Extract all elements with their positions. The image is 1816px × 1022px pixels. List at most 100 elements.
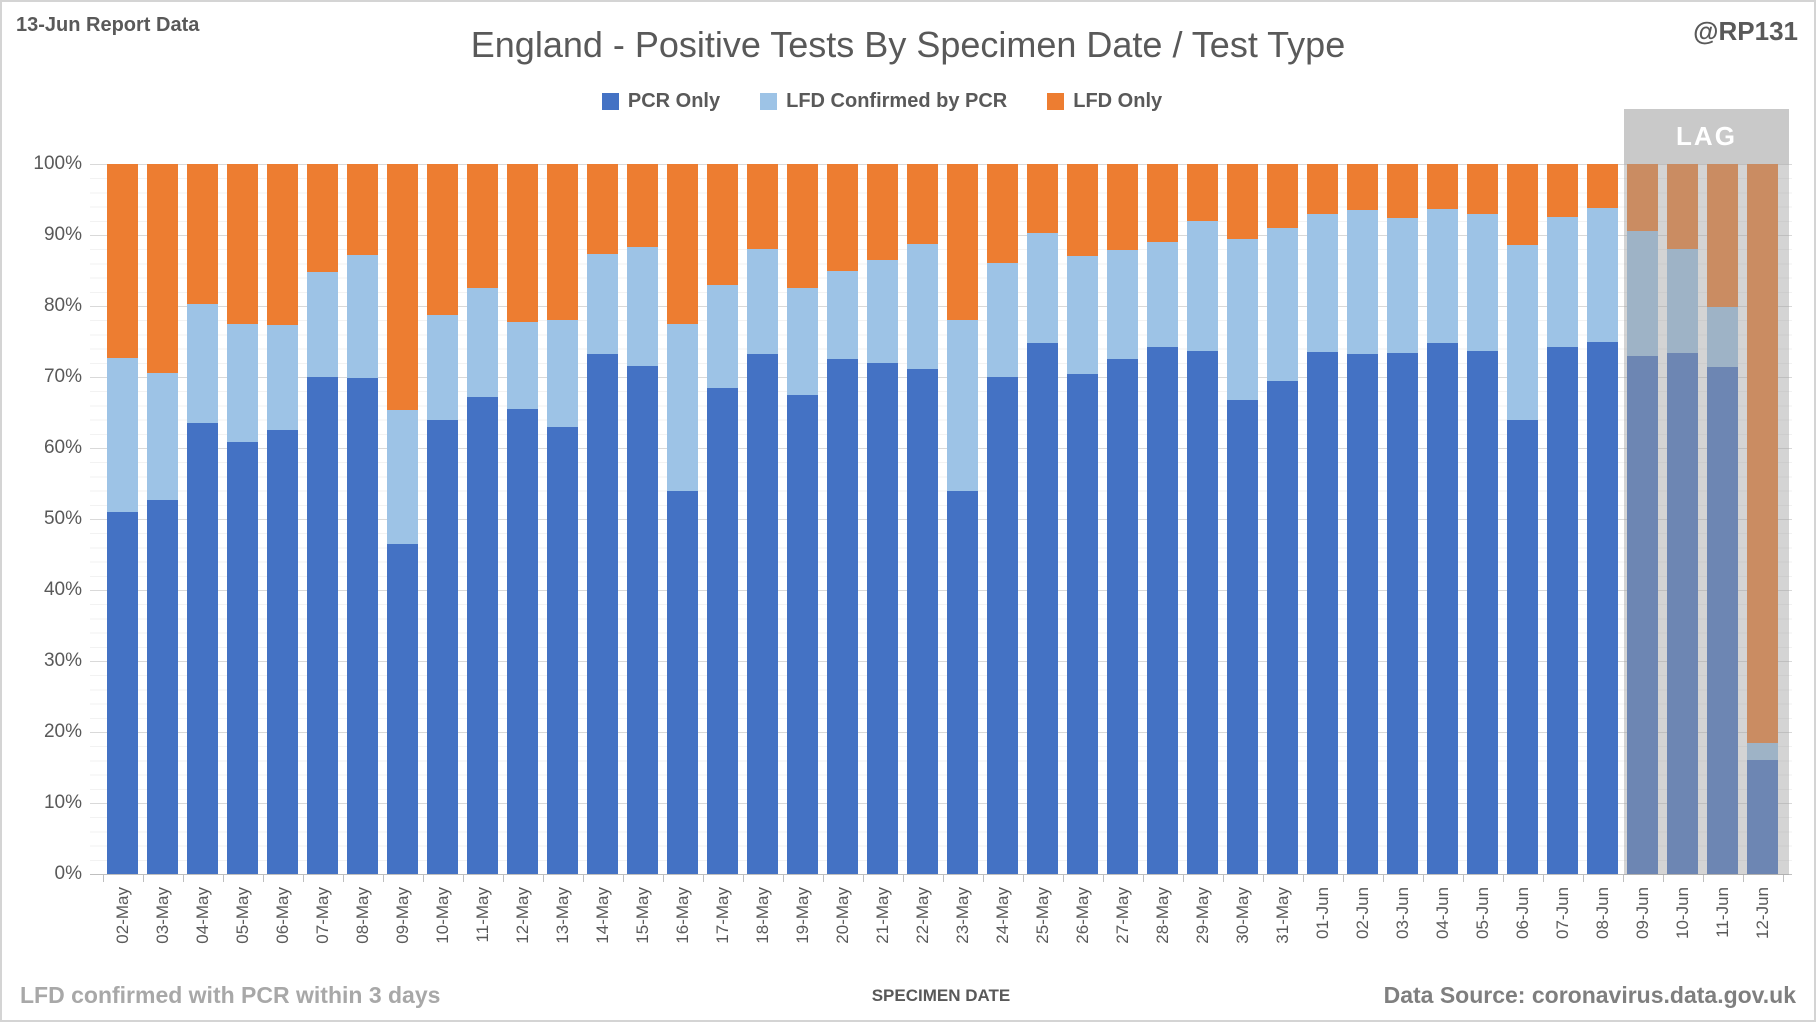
bar-segment-13-May-lfd-confirmed-by-pcr: [547, 320, 578, 427]
x-axis-tick: [662, 875, 664, 882]
bar-segment-05-May-lfd-only: [227, 163, 258, 324]
x-axis-tick: [1022, 875, 1024, 882]
y-axis-label-20: 20%: [43, 721, 82, 742]
bar-31-May: [1267, 164, 1298, 874]
bar-segment-05-Jun-lfd-confirmed-by-pcr: [1467, 213, 1498, 352]
bar-segment-09-May-pcr-only: [387, 543, 418, 874]
bar-11-Jun: [1707, 164, 1738, 874]
plot-area: [90, 163, 1792, 875]
bar-segment-07-Jun-pcr-only: [1547, 346, 1578, 874]
x-axis-label-05-Jun: 05-Jun: [1472, 887, 1492, 939]
bar-segment-22-May-pcr-only: [907, 368, 938, 874]
y-axis-label-70: 70%: [43, 366, 82, 387]
bar-segment-26-May-lfd-only: [1067, 164, 1098, 257]
x-axis-label-29-May: 29-May: [1192, 887, 1212, 944]
bar-segment-02-Jun-lfd-confirmed-by-pcr: [1347, 210, 1378, 355]
y-axis-label-0: 0%: [54, 863, 82, 884]
bar-segment-13-May-pcr-only: [547, 426, 578, 874]
bar-segment-12-Jun-lfd-only: [1747, 164, 1778, 744]
bar-segment-27-May-lfd-only: [1107, 164, 1138, 250]
bar-06-May: [267, 164, 298, 874]
x-axis-label-20-May: 20-May: [832, 887, 852, 944]
x-axis-label-08-Jun: 08-Jun: [1592, 887, 1612, 939]
legend: PCR Only LFD Confirmed by PCR LFD Only: [2, 90, 1762, 113]
bar-segment-04-May-lfd-confirmed-by-pcr: [187, 303, 218, 424]
bar-segment-19-May-lfd-confirmed-by-pcr: [787, 287, 818, 395]
x-axis-label-13-May: 13-May: [552, 887, 572, 944]
bar-segment-10-May-pcr-only: [427, 419, 458, 874]
x-axis-tick: [142, 875, 144, 882]
bar-segment-18-May-lfd-confirmed-by-pcr: [747, 249, 778, 355]
bar-segment-30-May-lfd-confirmed-by-pcr: [1227, 239, 1258, 401]
y-axis-label-80: 80%: [43, 295, 82, 316]
gridline-30: [90, 661, 1792, 662]
x-axis-label-11-Jun: 11-Jun: [1712, 887, 1732, 938]
bar-segment-12-May-pcr-only: [507, 409, 538, 874]
bar-segment-21-May-lfd-confirmed-by-pcr: [867, 259, 898, 363]
bar-segment-01-Jun-pcr-only: [1307, 352, 1338, 874]
x-axis-tick: [1622, 875, 1624, 882]
legend-label-lfd-confirmed: LFD Confirmed by PCR: [786, 90, 1008, 112]
bar-segment-06-Jun-lfd-confirmed-by-pcr: [1507, 244, 1538, 421]
bar-segment-05-May-pcr-only: [227, 442, 258, 874]
bar-10-May: [427, 164, 458, 874]
legend-swatch-lfd-only-icon: [1047, 93, 1065, 110]
bar-segment-11-Jun-pcr-only: [1707, 367, 1738, 874]
bar-segment-17-May-lfd-confirmed-by-pcr: [707, 284, 738, 388]
bar-segment-04-May-pcr-only: [187, 423, 218, 874]
x-axis-label-08-May: 08-May: [352, 887, 372, 944]
x-axis-label-27-May: 27-May: [1112, 887, 1132, 944]
bar-13-May: [547, 164, 578, 874]
bar-segment-08-May-pcr-only: [347, 378, 378, 874]
bar-segment-26-May-pcr-only: [1067, 373, 1098, 874]
bar-02-May: [107, 164, 138, 874]
bar-segment-06-May-pcr-only: [267, 430, 298, 874]
x-axis-tick: [1702, 875, 1704, 882]
bar-segment-11-May-lfd-confirmed-by-pcr: [467, 288, 498, 397]
x-axis-tick: [1182, 875, 1184, 882]
bar-segment-10-Jun-lfd-confirmed-by-pcr: [1667, 249, 1698, 353]
x-axis-label-02-Jun: 02-Jun: [1352, 887, 1372, 939]
x-axis-tick: [582, 875, 584, 882]
bar-segment-25-May-lfd-confirmed-by-pcr: [1027, 232, 1058, 343]
bar-segment-18-May-pcr-only: [747, 354, 778, 874]
bar-segment-07-May-lfd-only: [307, 164, 338, 272]
x-axis-line: [90, 874, 1792, 875]
x-axis-label-18-May: 18-May: [752, 887, 772, 944]
bar-segment-29-May-lfd-only: [1187, 164, 1218, 221]
x-axis-tick: [102, 875, 104, 882]
x-axis-label-25-May: 25-May: [1032, 887, 1052, 944]
x-axis-label-26-May: 26-May: [1072, 887, 1092, 944]
bar-segment-11-Jun-lfd-confirmed-by-pcr: [1707, 306, 1738, 368]
lag-label: LAG: [1676, 121, 1737, 151]
bar-30-May: [1227, 164, 1258, 874]
gridline-50: [90, 519, 1792, 520]
y-axis-label-60: 60%: [43, 437, 82, 458]
x-axis-label-19-May: 19-May: [792, 887, 812, 944]
legend-label-pcr-only: PCR Only: [627, 90, 721, 112]
x-axis-tick: [622, 875, 624, 882]
bar-segment-06-May-lfd-confirmed-by-pcr: [267, 325, 298, 431]
bar-14-May: [587, 164, 618, 874]
bar-09-May: [387, 164, 418, 874]
bar-29-May: [1187, 164, 1218, 874]
bar-12-Jun: [1747, 164, 1778, 874]
bar-segment-20-May-lfd-only: [827, 164, 858, 271]
bar-segment-09-Jun-lfd-confirmed-by-pcr: [1627, 230, 1658, 356]
x-axis-label-06-May: 06-May: [272, 887, 292, 944]
bar-segment-16-May-pcr-only: [667, 490, 698, 874]
x-axis-tick: [1662, 875, 1664, 882]
x-axis-tick: [1342, 875, 1344, 882]
x-axis-tick: [1102, 875, 1104, 882]
bar-19-May: [787, 164, 818, 874]
bar-segment-01-Jun-lfd-only: [1307, 164, 1338, 215]
legend-swatch-pcr-only-icon: [601, 93, 619, 110]
bar-segment-16-May-lfd-only: [667, 163, 698, 324]
x-axis-label-22-May: 22-May: [912, 887, 932, 944]
x-axis-tick: [982, 875, 984, 882]
bar-04-May: [187, 164, 218, 874]
x-axis-label-12-Jun: 12-Jun: [1752, 887, 1772, 939]
x-axis-tick: [182, 875, 184, 882]
bar-segment-21-May-pcr-only: [867, 362, 898, 874]
bar-05-May: [227, 163, 258, 874]
